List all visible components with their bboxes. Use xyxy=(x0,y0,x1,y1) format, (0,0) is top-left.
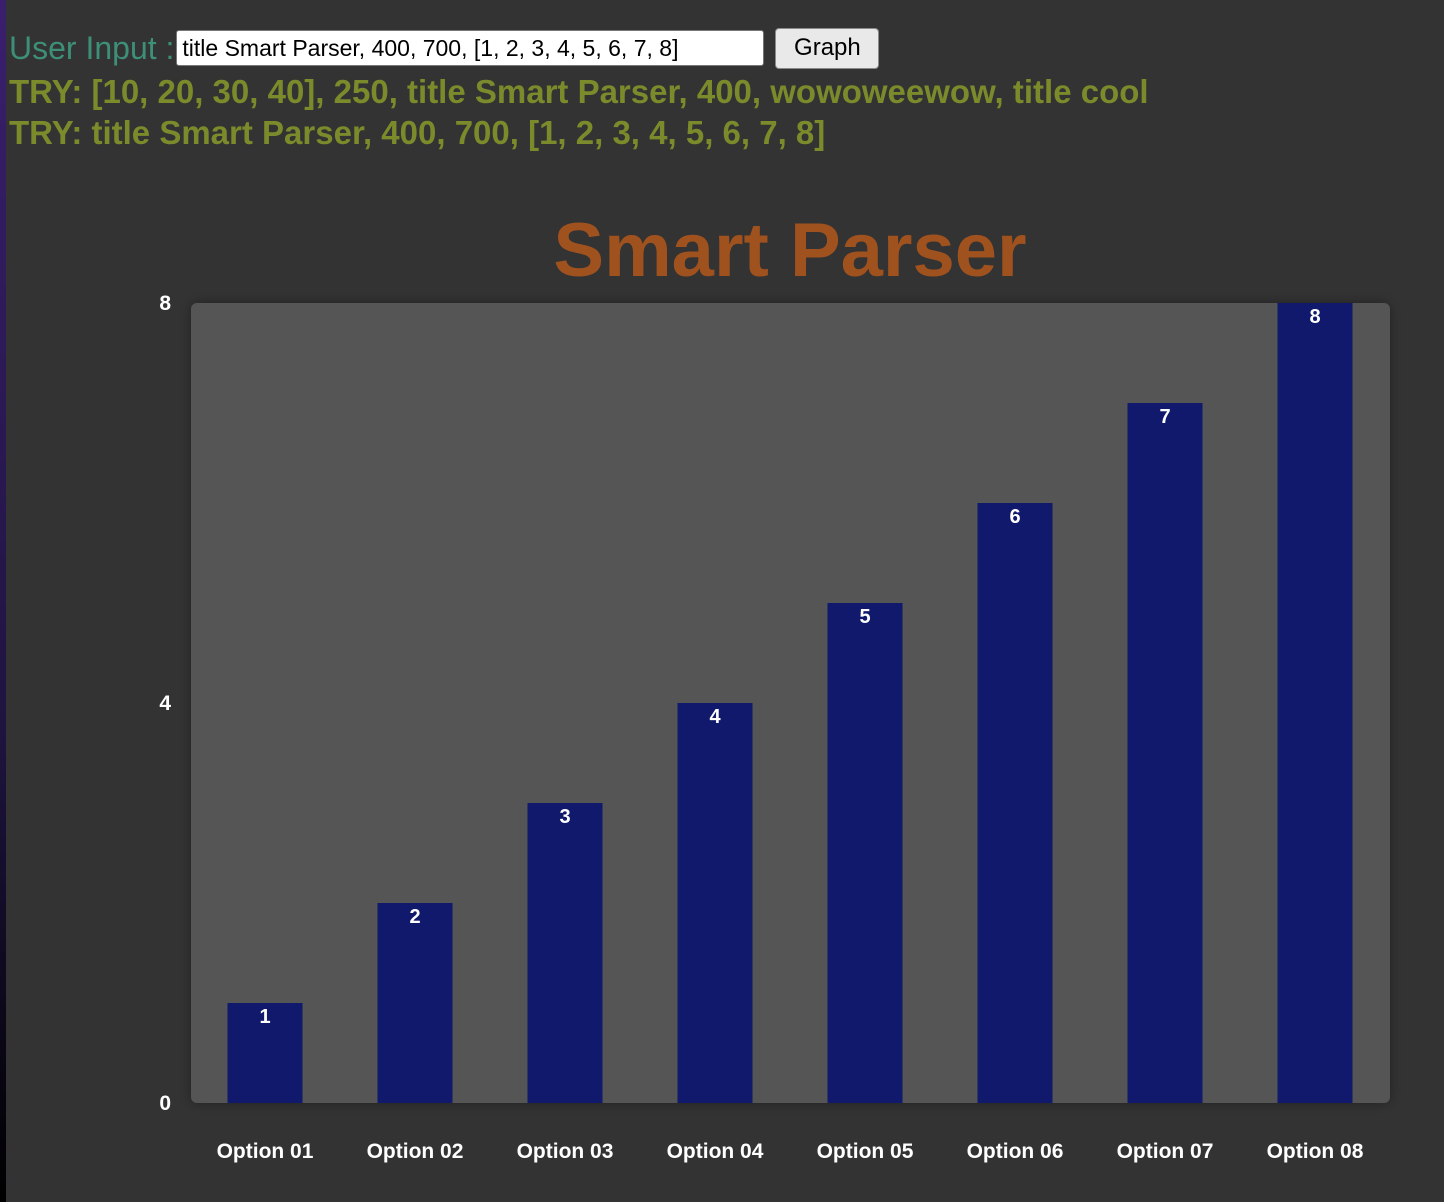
x-tick-label: Option 01 xyxy=(217,1140,314,1163)
bar xyxy=(1277,303,1353,1103)
y-axis: 0 4 8 xyxy=(159,292,171,1115)
bar-value-label: 8 xyxy=(1309,306,1320,328)
user-input-field[interactable] xyxy=(176,30,765,66)
x-axis: Option 01 Option 02 Option 03 Option 04 Opti… xyxy=(217,1140,1364,1163)
y-tick-label: 4 xyxy=(159,692,171,715)
bar-value-label: 5 xyxy=(859,606,870,628)
y-tick-label: 8 xyxy=(159,292,171,315)
user-input-label: User Input : xyxy=(9,29,175,66)
y-tick-label: 0 xyxy=(159,1092,171,1115)
bar xyxy=(677,703,753,1103)
x-tick-label: Option 05 xyxy=(817,1140,914,1163)
x-tick-label: Option 03 xyxy=(517,1140,614,1163)
chart-title: Smart Parser xyxy=(553,208,1026,293)
try-hint-2: TRY: title Smart Parser, 400, 700, [1, 2… xyxy=(9,114,826,151)
bar xyxy=(977,503,1053,1103)
bar xyxy=(227,1003,303,1103)
bar-value-label: 7 xyxy=(1159,406,1170,428)
x-tick-label: Option 07 xyxy=(1117,1140,1214,1163)
x-tick-label: Option 08 xyxy=(1267,1140,1364,1163)
x-tick-label: Option 06 xyxy=(967,1140,1064,1163)
plot-area xyxy=(191,303,1390,1103)
try-hint-1: TRY: [10, 20, 30, 40], 250, title Smart … xyxy=(9,73,1149,110)
x-tick-label: Option 02 xyxy=(367,1140,464,1163)
bar-value-label: 6 xyxy=(1009,506,1020,528)
bar-value-label: 4 xyxy=(709,706,721,728)
bar xyxy=(527,803,603,1103)
bar-value-label: 3 xyxy=(559,806,570,828)
bar xyxy=(827,603,903,1103)
bars-group: 1 2 3 4 5 6 7 8 xyxy=(227,303,1353,1103)
bar-value-label: 2 xyxy=(409,906,420,928)
bar xyxy=(1127,403,1203,1103)
window-edge xyxy=(0,0,6,1202)
graph-button[interactable]: Graph xyxy=(775,27,880,69)
input-row: User Input : Graph xyxy=(9,27,880,69)
bar-value-label: 1 xyxy=(259,1006,270,1028)
x-tick-label: Option 04 xyxy=(667,1140,764,1163)
bar xyxy=(377,903,453,1103)
